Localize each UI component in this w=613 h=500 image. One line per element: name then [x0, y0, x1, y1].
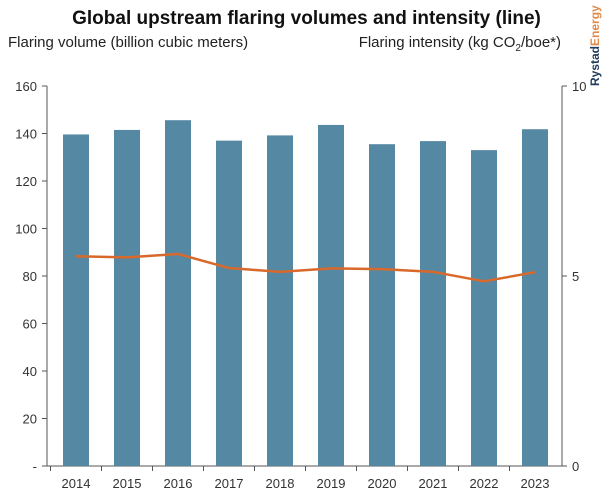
right-tick-label: 5 [572, 269, 579, 284]
bar-2022 [471, 150, 497, 466]
bar-2020 [369, 144, 395, 466]
x-tick-label: 2018 [266, 476, 295, 491]
x-tick-label: 2021 [419, 476, 448, 491]
left-tick-label: 80 [23, 269, 37, 284]
bar-2018 [267, 135, 293, 466]
x-tick-label: 2016 [164, 476, 193, 491]
x-tick-label: 2014 [62, 476, 91, 491]
x-tick-label: 2015 [113, 476, 142, 491]
x-tick-label: 2023 [521, 476, 550, 491]
left-tick-label: 100 [15, 222, 37, 237]
chart-title: Global upstream flaring volumes and inte… [72, 8, 541, 29]
bar-2016 [165, 120, 191, 466]
bar-2015 [114, 129, 140, 466]
left-tick-label: - [33, 459, 37, 474]
left-tick-label: 120 [15, 174, 37, 189]
x-tick-label: 2022 [470, 476, 499, 491]
left-tick-label: 160 [15, 79, 37, 94]
right-axis-label: Flaring intensity (kg CO2/boe*) [358, 34, 561, 54]
x-tick-label: 2017 [215, 476, 244, 491]
x-tick-label: 2019 [317, 476, 346, 491]
right-tick-label: 0 [572, 459, 579, 474]
bar-2021 [420, 141, 446, 466]
left-axis-label: Flaring volume (billion cubic meters) [8, 34, 249, 51]
bar-2019 [318, 124, 344, 466]
left-tick-label: 140 [15, 127, 37, 142]
bar-2023 [522, 129, 548, 466]
left-tick-label: 20 [23, 412, 37, 427]
left-tick-label: 60 [23, 317, 37, 332]
bar-2017 [216, 140, 242, 466]
right-tick-label: 10 [572, 79, 586, 94]
x-tick-label: 2020 [368, 476, 397, 491]
bar-2014 [63, 134, 89, 466]
intensity-line [75, 252, 536, 283]
left-tick-label: 40 [23, 364, 37, 379]
